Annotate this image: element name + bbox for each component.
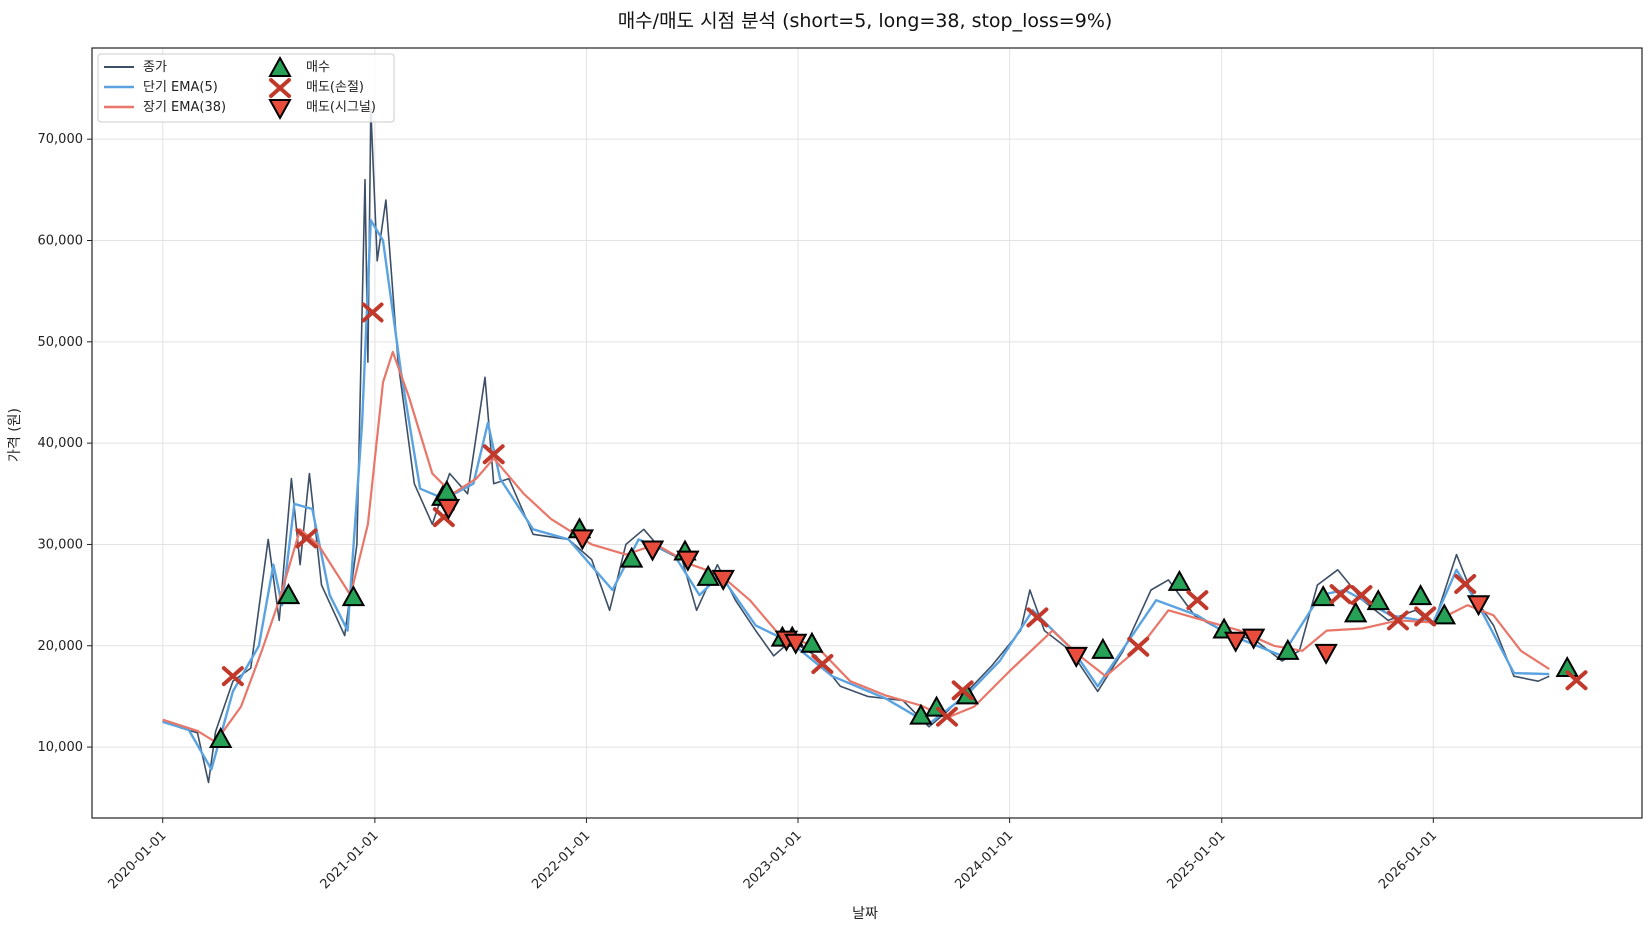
legend-label-ema-long: 장기 EMA(38) bbox=[143, 100, 226, 115]
stop-loss-marker bbox=[482, 444, 505, 465]
buy-marker bbox=[696, 564, 720, 586]
buy-marker bbox=[208, 726, 233, 748]
legend: 종가 단기 EMA(5) 장기 EMA(38) 매수 매도(손절) 매도(시그널… bbox=[97, 53, 395, 123]
buy-marker bbox=[1091, 637, 1115, 659]
buy-marker bbox=[1555, 655, 1579, 678]
y-tick-label: 20,000 bbox=[38, 639, 84, 654]
sell-signal-marker bbox=[1064, 646, 1088, 668]
y-tick-label: 50,000 bbox=[38, 335, 84, 350]
buy-marker bbox=[1311, 585, 1335, 607]
sell-signal-marker bbox=[1223, 631, 1248, 653]
x-axis-label: 날짜 bbox=[852, 906, 878, 922]
stop-loss-marker bbox=[1329, 584, 1352, 605]
sell-signal-marker bbox=[640, 540, 665, 562]
sell-signal-marker bbox=[1314, 643, 1338, 665]
y-tick-label: 70,000 bbox=[38, 132, 84, 147]
sell-signal-marker bbox=[676, 550, 700, 572]
stop-loss-marker bbox=[1386, 610, 1409, 631]
series-line-ema-long bbox=[162, 350, 1550, 744]
stop-loss-marker bbox=[295, 528, 318, 549]
legend-label-buy: 매수 bbox=[306, 60, 330, 75]
series-line-close bbox=[162, 108, 1550, 784]
grid bbox=[92, 48, 1642, 818]
legend-label-stop-loss: 매도(손절) bbox=[306, 80, 364, 95]
legend-label-close: 종가 bbox=[143, 60, 167, 75]
x-tick-label: 2020-01-01 bbox=[106, 828, 170, 892]
buy-marker bbox=[800, 631, 824, 653]
plot-frame bbox=[91, 47, 1643, 819]
sell-signal-marker bbox=[1241, 628, 1266, 650]
legend-box bbox=[97, 53, 395, 123]
buy-marker bbox=[1408, 584, 1433, 606]
stop-loss-marker bbox=[361, 302, 384, 323]
sell-signal-marker bbox=[711, 569, 735, 591]
stop-loss-marker bbox=[811, 654, 834, 674]
y-tick-label: 30,000 bbox=[38, 537, 84, 552]
x-tick-label: 2021-01-01 bbox=[318, 828, 382, 892]
legend-swatch-buy-triangle bbox=[268, 55, 292, 77]
legend-swatch-signal-triangle bbox=[268, 99, 292, 121]
buy-marker bbox=[341, 585, 366, 607]
y-axis: 10,000 20,000 30,000 40,000 50,000 60,000 70,0… bbox=[38, 132, 92, 755]
buy-marker bbox=[1432, 603, 1457, 625]
x-tick-label: 2026-01-01 bbox=[1376, 828, 1440, 892]
buy-marker bbox=[1366, 589, 1390, 611]
buy-marker bbox=[1276, 638, 1300, 660]
marker-layer bbox=[208, 302, 1588, 748]
stop-loss-marker bbox=[1026, 607, 1049, 628]
y-axis-label: 가격 (원) bbox=[7, 408, 23, 462]
stop-loss-marker bbox=[1350, 585, 1373, 606]
buy-marker bbox=[909, 703, 933, 725]
stop-loss-marker bbox=[1454, 573, 1477, 594]
sell-signal-marker bbox=[1466, 595, 1491, 617]
series-layer bbox=[162, 108, 1550, 784]
stop-loss-marker bbox=[1127, 636, 1150, 657]
chart-title: 매수/매도 시점 분석 (short=5, long=38, stop_loss… bbox=[618, 10, 1113, 32]
stop-loss-marker bbox=[1414, 606, 1437, 627]
y-tick-label: 40,000 bbox=[38, 436, 84, 451]
buy-marker bbox=[619, 546, 644, 568]
x-axis: 2020-01-01 2021-01-01 2022-01-01 2023-01-01… bbox=[106, 818, 1440, 892]
legend-swatch-stop-cross bbox=[269, 78, 291, 98]
buy-marker bbox=[276, 583, 301, 605]
stop-loss-marker bbox=[1186, 590, 1209, 611]
sell-signal-marker bbox=[436, 498, 461, 521]
x-tick-label: 2024-01-01 bbox=[952, 828, 1016, 892]
x-tick-label: 2023-01-01 bbox=[741, 828, 805, 892]
x-tick-label: 2025-01-01 bbox=[1165, 828, 1229, 892]
x-tick-label: 2022-01-01 bbox=[529, 828, 593, 892]
sell-signal-marker bbox=[570, 529, 595, 551]
legend-label-sell-signal: 매도(시그널) bbox=[306, 100, 376, 115]
buy-marker bbox=[1343, 601, 1368, 623]
stop-loss-marker bbox=[935, 706, 958, 727]
stop-loss-marker bbox=[951, 680, 974, 701]
sell-signal-marker bbox=[784, 633, 808, 655]
stop-loss-marker bbox=[1565, 670, 1588, 691]
buy-marker bbox=[1167, 569, 1192, 591]
y-tick-label: 60,000 bbox=[38, 234, 84, 249]
y-tick-label: 10,000 bbox=[38, 740, 84, 755]
legend-label-ema-short: 단기 EMA(5) bbox=[143, 80, 218, 95]
stop-loss-marker bbox=[221, 666, 244, 687]
